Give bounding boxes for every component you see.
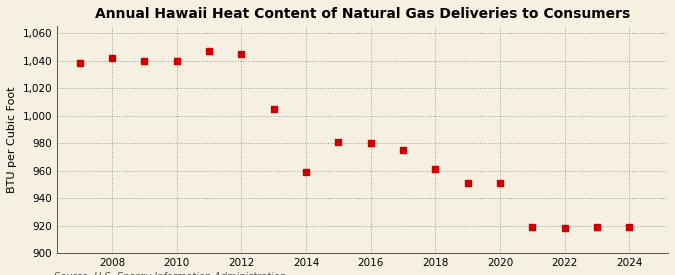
Point (139, 59, 150, 63)
Point (365, 141, 376, 145)
Point (527, 225, 538, 229)
Point (495, 181, 506, 185)
Point (430, 167, 441, 172)
Title: Annual Hawaii Heat Content of Natural Gas Deliveries to Consumers: Annual Hawaii Heat Content of Natural Ga… (95, 7, 630, 21)
Point (204, 49, 215, 53)
Point (462, 181, 473, 185)
Point (559, 226, 570, 231)
Point (624, 225, 634, 229)
Y-axis label: BTU per Cubic Foot: BTU per Cubic Foot (7, 86, 17, 193)
Point (268, 107, 279, 111)
Point (591, 225, 602, 229)
Point (107, 56, 117, 60)
Point (171, 59, 182, 63)
Point (398, 148, 408, 152)
Point (236, 52, 246, 56)
Text: Source: U.S. Energy Information Administration: Source: U.S. Energy Information Administ… (54, 273, 286, 275)
Point (333, 140, 344, 144)
Point (300, 170, 311, 174)
Point (74, 61, 85, 66)
